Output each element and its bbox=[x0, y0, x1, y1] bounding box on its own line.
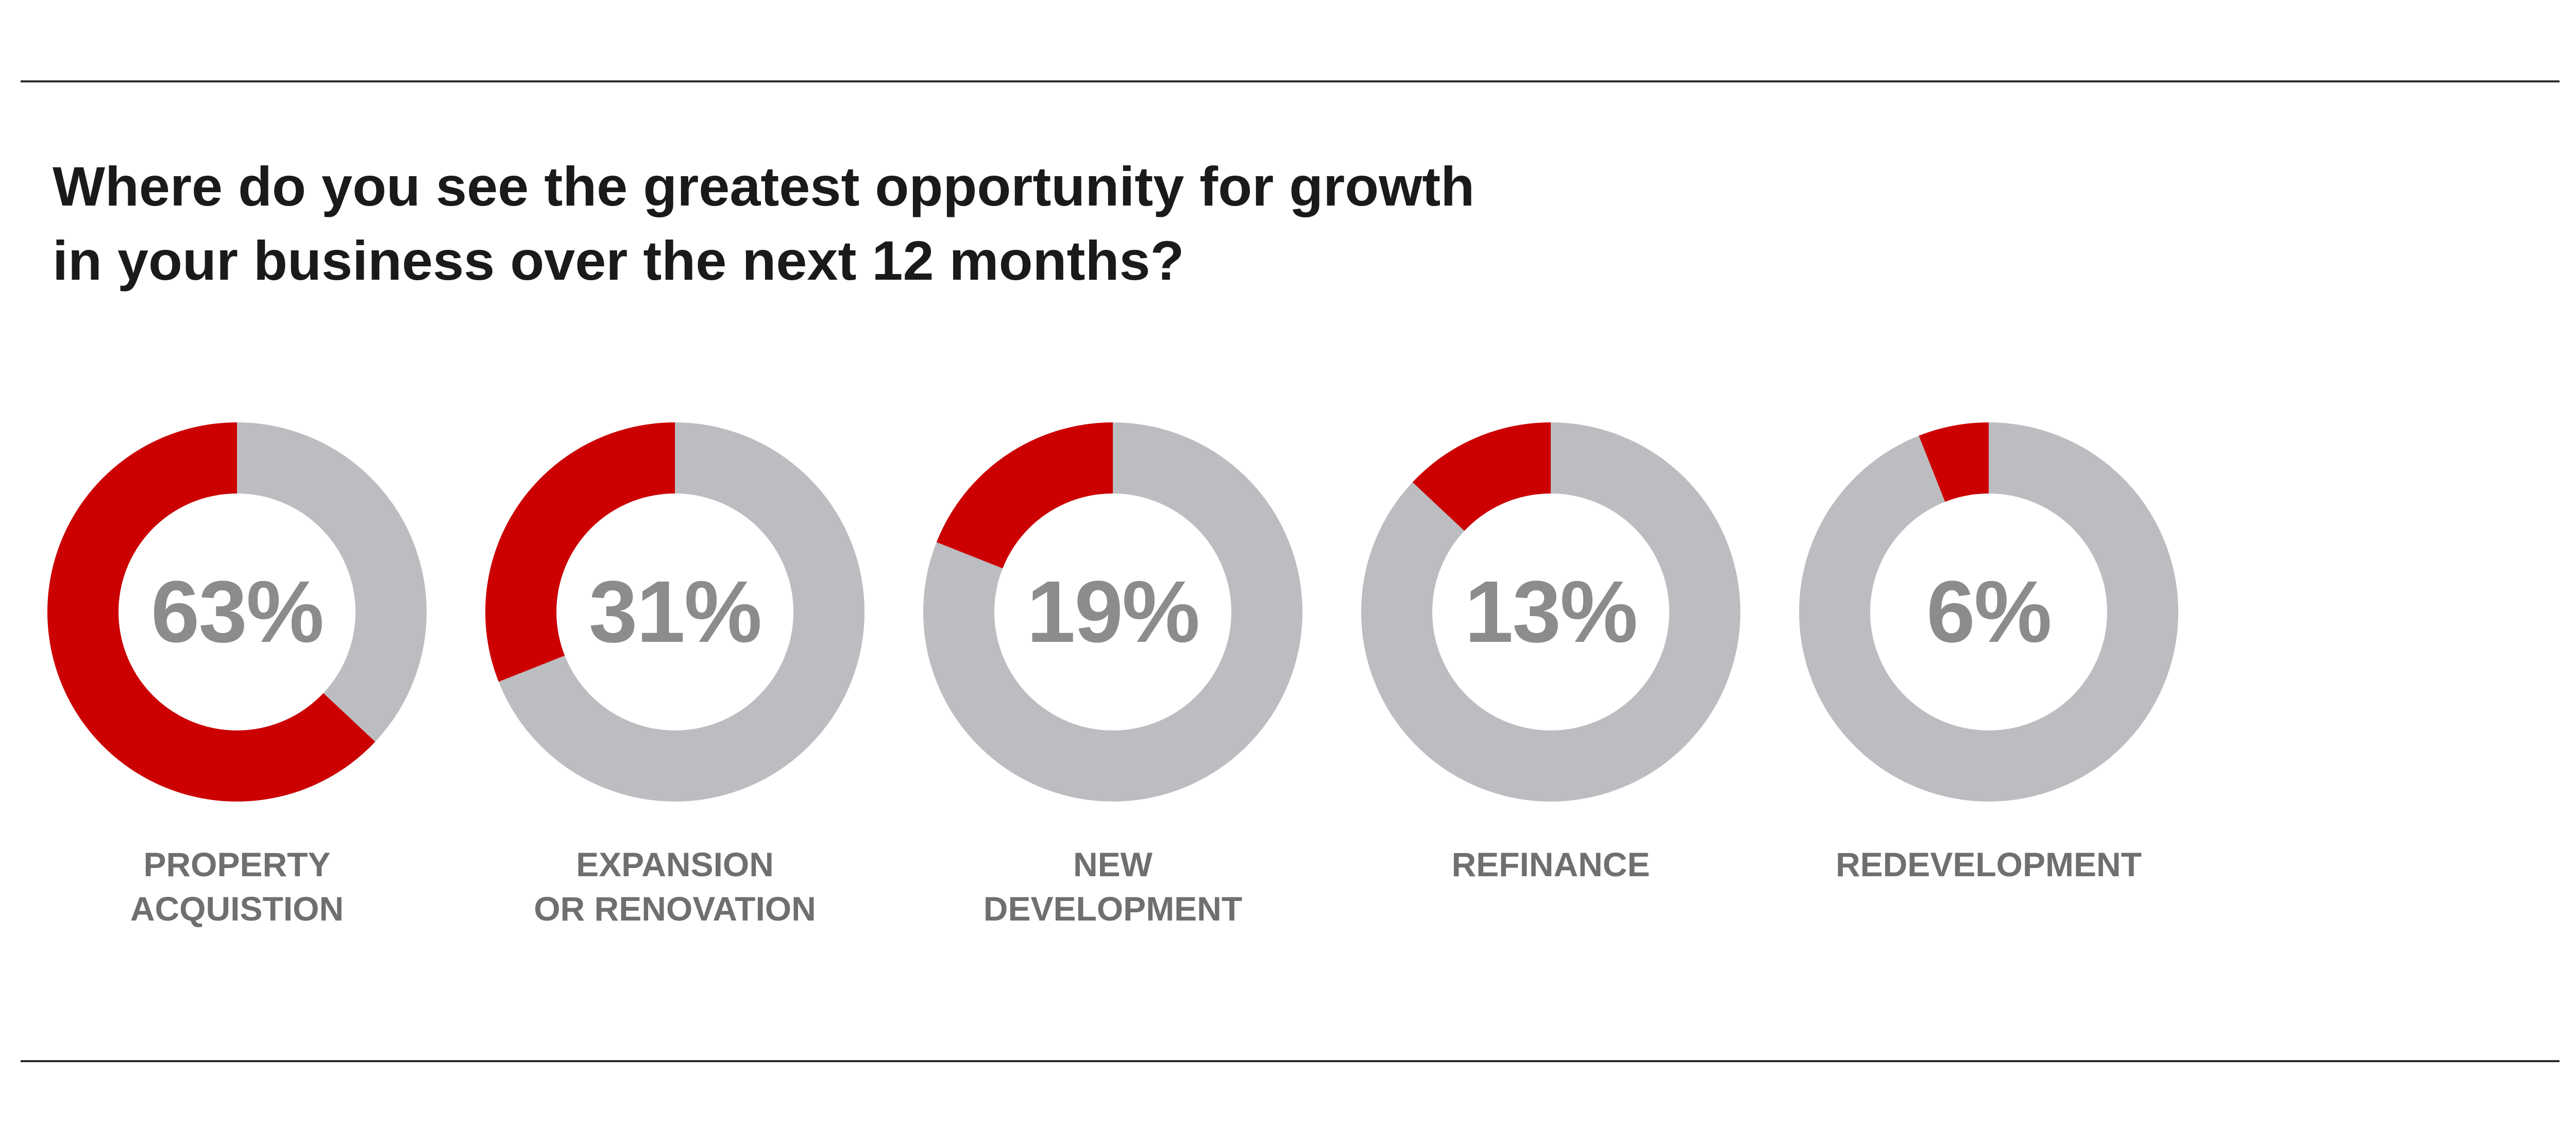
chart-title-line-2: in your business over the next 12 months… bbox=[53, 229, 1184, 292]
donut-value-slice bbox=[47, 422, 376, 802]
category-label-line: EXPANSION bbox=[576, 845, 774, 883]
donut-value-slice bbox=[1919, 422, 1989, 502]
category-label-line: REDEVELOPMENT bbox=[1835, 845, 2142, 883]
donut-value-slice bbox=[485, 422, 675, 682]
donut-category-label: NEW DEVELOPMENT bbox=[894, 842, 1332, 931]
donut-category-label: REDEVELOPMENT bbox=[1770, 842, 2208, 887]
donut-ring bbox=[1799, 422, 2178, 802]
category-label-line: DEVELOPMENT bbox=[983, 890, 1243, 928]
donut-category-label: EXPANSION OR RENOVATION bbox=[456, 842, 894, 931]
donut-value-slice bbox=[936, 422, 1113, 569]
donut-percent-label: 63% bbox=[150, 563, 324, 661]
donut-ring bbox=[485, 422, 865, 802]
bottom-divider bbox=[21, 1060, 2560, 1062]
category-label-line: NEW bbox=[1073, 845, 1153, 883]
category-label-line: REFINANCE bbox=[1451, 845, 1650, 883]
donut-ring bbox=[923, 422, 1302, 802]
donut-category-label: REFINANCE bbox=[1332, 842, 1770, 887]
chart-title-line-1: Where do you see the greatest opportunit… bbox=[53, 155, 1475, 217]
donut-ring bbox=[47, 422, 427, 802]
donut-percent-label: 31% bbox=[588, 563, 762, 661]
category-label-line: OR RENOVATION bbox=[534, 890, 816, 928]
chart-title: Where do you see the greatest opportunit… bbox=[53, 149, 1701, 298]
category-label-line: PROPERTY bbox=[143, 845, 331, 883]
category-label-line: ACQUISTION bbox=[130, 890, 344, 928]
donut-percent-label: 6% bbox=[1926, 563, 2052, 661]
donut-ring bbox=[1361, 422, 1740, 802]
donut-category-label: PROPERTY ACQUISTION bbox=[18, 842, 456, 931]
top-divider bbox=[21, 80, 2560, 82]
donut-percent-label: 13% bbox=[1464, 563, 1638, 661]
donut-value-slice bbox=[1412, 422, 1551, 531]
donut-percent-label: 19% bbox=[1026, 563, 1200, 661]
